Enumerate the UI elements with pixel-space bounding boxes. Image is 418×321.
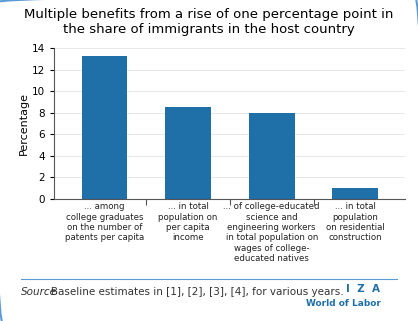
Text: I  Z  A: I Z A [347, 284, 380, 294]
Bar [332, 188, 378, 199]
Text: ... in total
population on
per capita
income: ... in total population on per capita in… [158, 202, 218, 242]
Text: Multiple benefits from a rise of one percentage point in
the share of immigrants: Multiple benefits from a rise of one per… [24, 8, 394, 36]
Bar [82, 56, 127, 199]
Text: : Baseline estimates in [1], [2], [3], [4], for various years.: : Baseline estimates in [1], [2], [3], [… [44, 287, 344, 297]
Text: World of Labor: World of Labor [306, 299, 380, 308]
Text: ... of college-educated
science and
engineering workers
in total population on
w: ... of college-educated science and engi… [224, 202, 320, 263]
Bar [249, 113, 295, 199]
Bar [165, 108, 211, 199]
Text: Source: Source [21, 287, 57, 297]
Y-axis label: Percentage: Percentage [19, 92, 29, 155]
Text: ... among
college graduates
on the number of
patents per capita: ... among college graduates on the numbe… [65, 202, 144, 242]
Text: ... in total
population
on residential
construction: ... in total population on residential c… [326, 202, 385, 242]
